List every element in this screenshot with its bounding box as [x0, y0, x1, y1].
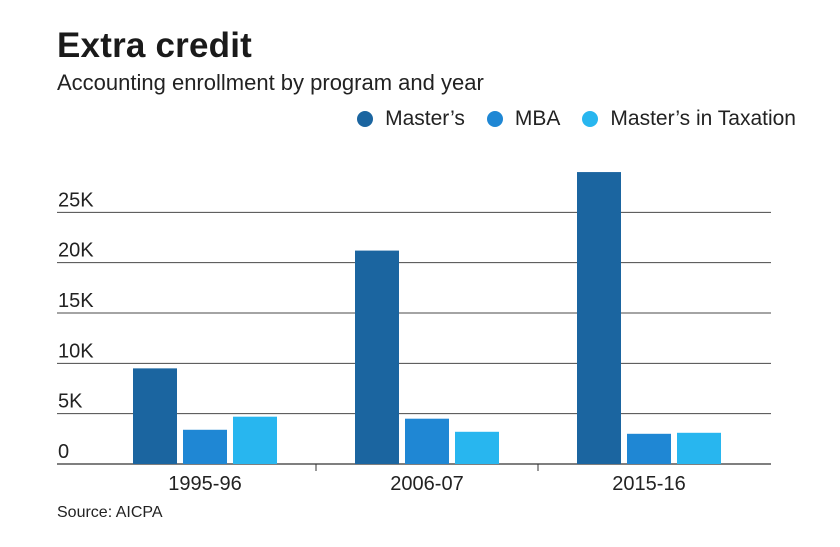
legend-item-taxation: Master’s in Taxation — [582, 107, 796, 131]
bar — [355, 250, 399, 464]
legend-swatch-mba — [486, 111, 503, 127]
chart-subtitle: Accounting enrollment by program and yea… — [57, 70, 484, 95]
x-tick-label: 2015-16 — [612, 473, 685, 495]
y-tick-label: 15K — [58, 290, 94, 312]
x-tick-label: 2006-07 — [390, 473, 463, 495]
bar — [405, 418, 449, 464]
bar — [455, 431, 499, 464]
legend-item-mba: MBA — [486, 107, 561, 131]
bar — [577, 172, 621, 465]
bar — [233, 416, 277, 464]
bar — [627, 433, 671, 464]
x-tick-label: 1995-96 — [168, 473, 241, 495]
y-tick-label: 10K — [58, 340, 94, 362]
source-note: Source: AICPA — [57, 504, 163, 521]
legend-label-mba: MBA — [514, 107, 561, 130]
legend-swatch-taxation — [582, 111, 599, 127]
legend-label-masters: Master’s — [385, 107, 465, 130]
legend-item-masters: Master’s — [357, 107, 465, 131]
y-tick-label: 20K — [58, 240, 94, 262]
y-tick-label: 5K — [58, 391, 83, 413]
y-tick-label: 0 — [58, 441, 69, 463]
bar — [183, 429, 227, 464]
bar — [677, 432, 721, 464]
y-tick-label: 25K — [58, 189, 94, 211]
bar — [133, 368, 177, 464]
chart-title: Extra credit — [57, 26, 252, 65]
legend: Master’s MBA Master’s in Taxation — [357, 107, 796, 131]
legend-swatch-masters — [357, 111, 374, 127]
legend-label-taxation: Master’s in Taxation — [610, 107, 796, 130]
